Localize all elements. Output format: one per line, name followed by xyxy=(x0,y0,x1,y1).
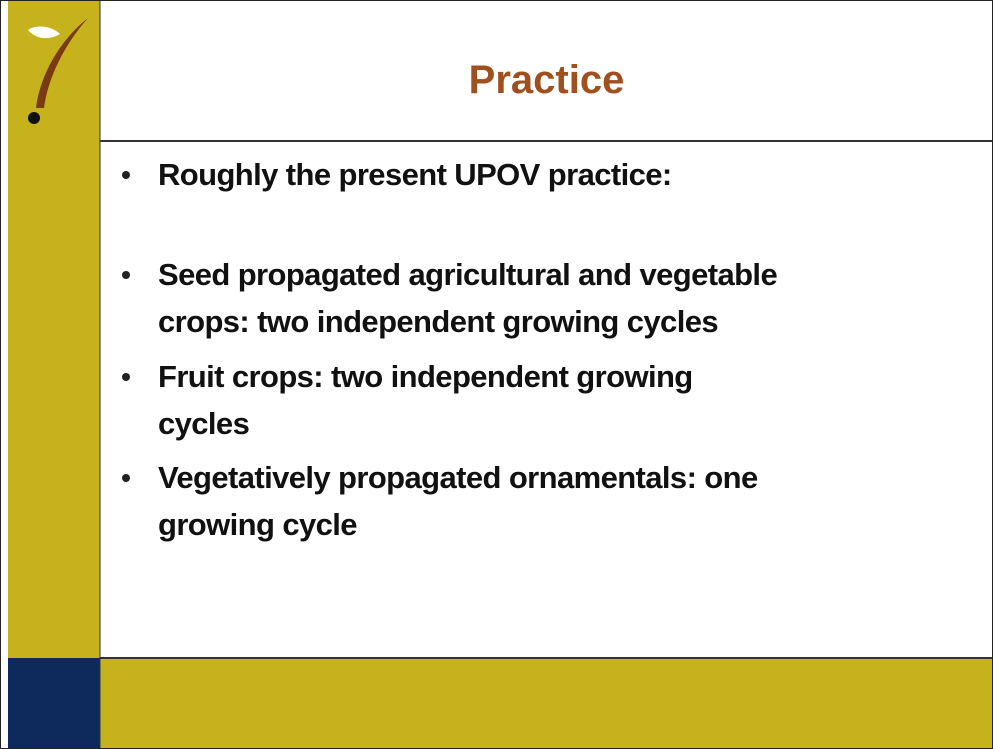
bullet-dot xyxy=(122,474,130,482)
logo-leaf xyxy=(28,26,60,39)
bullet-text: Roughly the present UPOV practice: xyxy=(158,157,672,192)
logo-stem xyxy=(36,18,88,108)
bullet-text: Seed propagated agricultural and vegetab… xyxy=(158,257,778,292)
slide-title: Practice xyxy=(468,58,625,102)
bullet-text: cycles xyxy=(158,406,250,441)
bottom-bar xyxy=(100,658,993,749)
corner-block xyxy=(8,658,100,749)
logo-dot xyxy=(28,112,40,124)
left-bar xyxy=(8,0,100,749)
bullet-dot xyxy=(122,271,130,279)
bullet-dot xyxy=(122,373,130,381)
bullet-dot xyxy=(122,171,130,179)
logo xyxy=(28,18,88,124)
bullet-text: growing cycle xyxy=(158,507,358,542)
bullet-text: Vegetatively propagated ornamentals: one xyxy=(158,460,758,495)
bullet-text: crops: two independent growing cycles xyxy=(158,304,719,339)
bullet-text: Fruit crops: two independent growing xyxy=(158,359,693,394)
